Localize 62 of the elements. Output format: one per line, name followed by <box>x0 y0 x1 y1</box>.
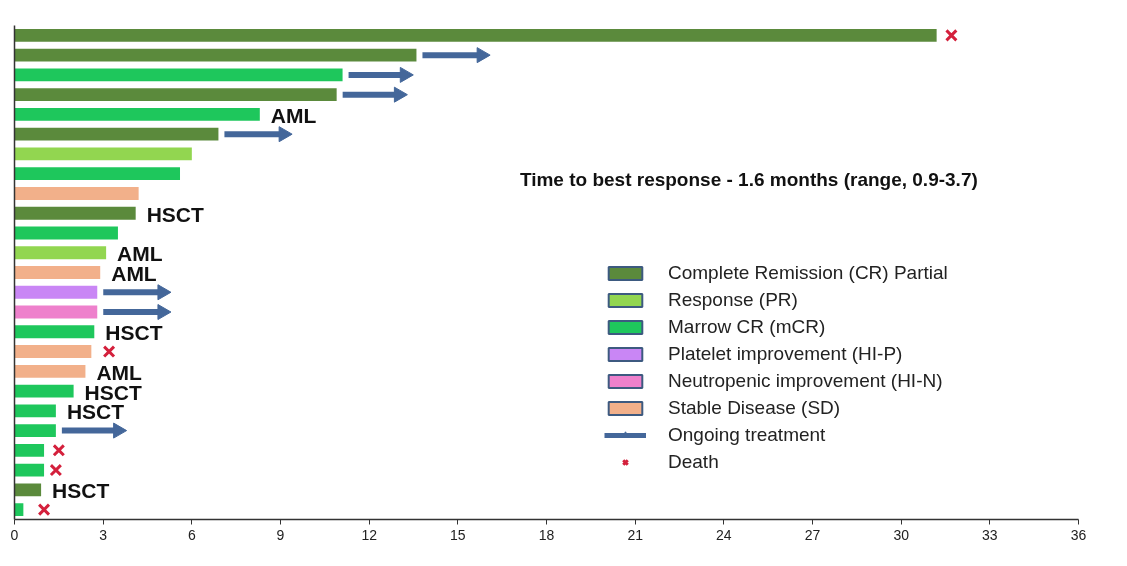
legend-label: Ongoing treatment <box>668 424 826 446</box>
bar <box>14 127 219 141</box>
legend-label: Response (PR) <box>668 289 798 311</box>
x-tick-label: 9 <box>276 526 285 543</box>
data-label: AML <box>270 103 317 127</box>
bar <box>14 503 24 517</box>
bar <box>14 147 192 161</box>
point <box>476 47 491 64</box>
x-tick-label: 12 <box>361 526 378 543</box>
bar <box>14 325 95 339</box>
bar <box>14 285 98 299</box>
point <box>113 422 128 439</box>
bar <box>14 424 56 437</box>
x-tick-label: 30 <box>893 526 910 543</box>
bar <box>14 226 118 240</box>
bar <box>14 48 417 62</box>
legend-label: Marrow CR (mCR) <box>668 316 826 338</box>
data-label: HSCT <box>146 202 205 226</box>
x-tick-label: 24 <box>716 526 732 543</box>
bar <box>14 443 45 457</box>
legend-label: Complete Remission (CR) Partial <box>668 262 948 284</box>
point <box>37 503 51 517</box>
legend-label: Platelet improvement (HI-P) <box>668 343 903 365</box>
bar <box>14 187 139 200</box>
bar <box>14 345 92 358</box>
x-tick-label: 3 <box>99 526 108 543</box>
bar <box>14 364 86 378</box>
annotation: Time to best response - 1.6 months (range, 0.9-3.7) <box>519 169 978 191</box>
point <box>102 345 116 358</box>
bar <box>14 167 181 181</box>
bar <box>14 266 101 279</box>
legend-label: Stable Disease (SD) <box>668 397 841 419</box>
bar <box>14 88 337 102</box>
data-label: HSCT <box>105 321 163 345</box>
legend-label: Death <box>668 451 719 473</box>
bar <box>14 246 107 260</box>
bar <box>14 108 260 121</box>
x-tick-label: 36 <box>1070 526 1087 543</box>
bar <box>14 483 42 497</box>
x-tick-label: 18 <box>538 526 555 543</box>
point <box>399 66 414 83</box>
data-label: HSCT <box>52 479 110 503</box>
bar <box>14 404 56 418</box>
bar <box>14 384 74 398</box>
point <box>393 86 408 103</box>
bar <box>14 68 343 82</box>
x-tick-label: 27 <box>804 526 821 543</box>
bar <box>14 305 98 319</box>
bar <box>14 28 937 42</box>
legend-label: Neutropenic improvement (HI-N) <box>668 370 943 392</box>
point <box>157 284 172 301</box>
bar <box>14 206 136 220</box>
x-tick-label: 0 <box>10 526 19 543</box>
bar <box>14 463 45 477</box>
point <box>49 463 63 477</box>
x-tick-label: 6 <box>187 526 196 543</box>
point <box>157 304 172 321</box>
point <box>278 126 293 143</box>
x-tick-label: 21 <box>627 526 644 543</box>
x-tick-label: 15 <box>450 526 466 543</box>
point <box>52 443 66 457</box>
x-tick-label: 33 <box>982 526 998 543</box>
